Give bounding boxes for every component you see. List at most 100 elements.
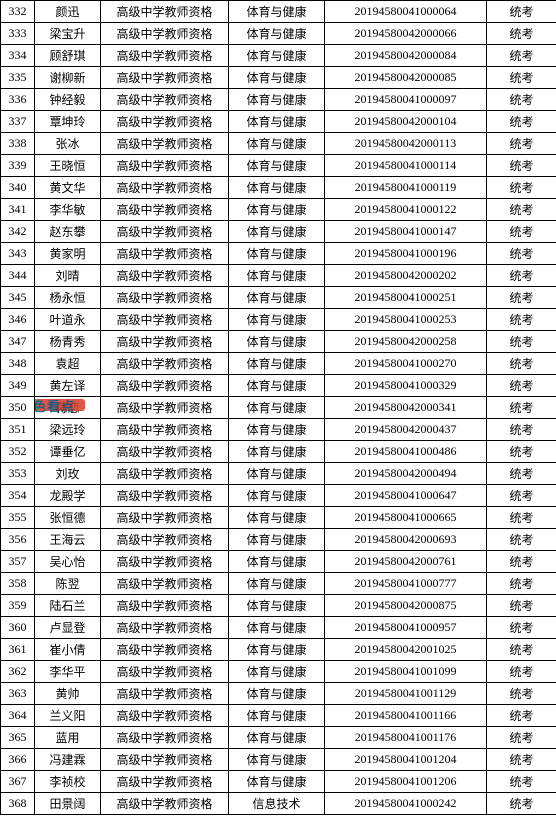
exam-type-cell: 统考: [487, 177, 556, 199]
name-cell: 刘玫: [35, 463, 101, 485]
qualification-cell: 高级中学教师资格: [101, 639, 229, 661]
table-row: 339王晓恒高级中学教师资格体育与健康20194580041000114统考: [1, 155, 556, 177]
subject-cell: 体育与健康: [229, 309, 325, 331]
name-cell: 龙殿学: [35, 485, 101, 507]
qualification-cell: 高级中学教师资格: [101, 243, 229, 265]
table-row: 367李祯校高级中学教师资格体育与健康20194580041001206统考: [1, 771, 556, 793]
qualification-cell: 高级中学教师资格: [101, 793, 229, 815]
row-index: 340: [1, 177, 35, 199]
table-row: 349黄左译高级中学教师资格体育与健康20194580041000329统考: [1, 375, 556, 397]
certificate-number-cell: 20194580042000693: [325, 529, 487, 551]
certificate-number-cell: 20194580042000202: [325, 265, 487, 287]
name-cell: 田景阔: [35, 793, 101, 815]
name-cell: 颜迅: [35, 1, 101, 23]
name-cell: 冯建霖: [35, 749, 101, 771]
subject-cell: 体育与健康: [229, 155, 325, 177]
table-row: 332颜迅高级中学教师资格体育与健康20194580041000064统考: [1, 1, 556, 23]
name-cell: 覃坤玲: [35, 111, 101, 133]
table-row: 352谭垂亿高级中学教师资格体育与健康20194580041000486统考: [1, 441, 556, 463]
exam-type-cell: 统考: [487, 309, 556, 331]
qualification-cell: 高级中学教师资格: [101, 353, 229, 375]
table-row: 351梁远玲高级中学教师资格体育与健康20194580042000437统考: [1, 419, 556, 441]
name-cell: 谢柳新: [35, 67, 101, 89]
qualification-cell: 高级中学教师资格: [101, 1, 229, 23]
row-index: 336: [1, 89, 35, 111]
name-cell: 钟经毅: [35, 89, 101, 111]
subject-cell: 体育与健康: [229, 529, 325, 551]
row-index: 354: [1, 485, 35, 507]
certificate-number-cell: 20194580041001206: [325, 771, 487, 793]
certificate-number-cell: 20194580041001166: [325, 705, 487, 727]
subject-cell: 体育与健康: [229, 573, 325, 595]
qualification-cell: 高级中学教师资格: [101, 529, 229, 551]
name-cell: 顾舒琪: [35, 45, 101, 67]
table-row: 364兰义阳高级中学教师资格体育与健康20194580041001166统考: [1, 705, 556, 727]
name-cell: 吴心怡: [35, 551, 101, 573]
subject-cell: 体育与健康: [229, 89, 325, 111]
certificate-number-cell: 20194580041001129: [325, 683, 487, 705]
name-cell: 李祯校: [35, 771, 101, 793]
name-cell: 王晓恒: [35, 155, 101, 177]
row-index: 365: [1, 727, 35, 749]
table-row: 361崔小倩高级中学教师资格体育与健康20194580042001025统考: [1, 639, 556, 661]
qualification-cell: 高级中学教师资格: [101, 617, 229, 639]
qualification-cell: 高级中学教师资格: [101, 749, 229, 771]
exam-type-cell: 统考: [487, 683, 556, 705]
certificate-number-cell: 20194580041000114: [325, 155, 487, 177]
subject-cell: 体育与健康: [229, 331, 325, 353]
name-cell: 杨永恒: [35, 287, 101, 309]
exam-type-cell: 统考: [487, 441, 556, 463]
row-index: 349: [1, 375, 35, 397]
exam-type-cell: 统考: [487, 595, 556, 617]
subject-cell: 体育与健康: [229, 749, 325, 771]
subject-cell: 体育与健康: [229, 595, 325, 617]
table-row: 343黄家明高级中学教师资格体育与健康20194580041000196统考: [1, 243, 556, 265]
exam-type-cell: 统考: [487, 529, 556, 551]
row-index: 355: [1, 507, 35, 529]
name-cell: 张冰: [35, 133, 101, 155]
qualification-cell: 高级中学教师资格: [101, 375, 229, 397]
table-row: 350蒋恋百色看点高级中学教师资格体育与健康20194580042000341统…: [1, 397, 556, 419]
qualification-cell: 高级中学教师资格: [101, 155, 229, 177]
subject-cell: 体育与健康: [229, 463, 325, 485]
name-cell: 黄帅: [35, 683, 101, 705]
row-index: 333: [1, 23, 35, 45]
row-index: 368: [1, 793, 35, 815]
subject-cell: 体育与健康: [229, 507, 325, 529]
exam-type-cell: 统考: [487, 353, 556, 375]
row-index: 344: [1, 265, 35, 287]
row-index: 334: [1, 45, 35, 67]
certificate-number-cell: 20194580042000875: [325, 595, 487, 617]
name-cell: 崔小倩: [35, 639, 101, 661]
qualification-cell: 高级中学教师资格: [101, 419, 229, 441]
subject-cell: 体育与健康: [229, 441, 325, 463]
certificate-number-cell: 20194580041001204: [325, 749, 487, 771]
subject-cell: 体育与健康: [229, 727, 325, 749]
qualification-cell: 高级中学教师资格: [101, 705, 229, 727]
certificate-number-cell: 20194580042000104: [325, 111, 487, 133]
table-row: 353刘玫高级中学教师资格体育与健康20194580042000494统考: [1, 463, 556, 485]
subject-cell: 体育与健康: [229, 705, 325, 727]
table-row: 365蓝用高级中学教师资格体育与健康20194580041001176统考: [1, 727, 556, 749]
qualification-cell: 高级中学教师资格: [101, 23, 229, 45]
exam-type-cell: 统考: [487, 793, 556, 815]
row-index: 342: [1, 221, 35, 243]
subject-cell: 体育与健康: [229, 133, 325, 155]
row-index: 356: [1, 529, 35, 551]
qualification-cell: 高级中学教师资格: [101, 573, 229, 595]
subject-cell: 体育与健康: [229, 375, 325, 397]
exam-type-cell: 统考: [487, 23, 556, 45]
subject-cell: 体育与健康: [229, 397, 325, 419]
teacher-cert-table: 332颜迅高级中学教师资格体育与健康20194580041000064统考333…: [0, 0, 556, 815]
qualification-cell: 高级中学教师资格: [101, 331, 229, 353]
row-index: 362: [1, 661, 35, 683]
certificate-number-cell: 20194580041001099: [325, 661, 487, 683]
table-row: 358陈翌高级中学教师资格体育与健康20194580041000777统考: [1, 573, 556, 595]
qualification-cell: 高级中学教师资格: [101, 727, 229, 749]
subject-cell: 体育与健康: [229, 67, 325, 89]
qualification-cell: 高级中学教师资格: [101, 265, 229, 287]
subject-cell: 体育与健康: [229, 23, 325, 45]
qualification-cell: 高级中学教师资格: [101, 551, 229, 573]
certificate-number-cell: 20194580041000064: [325, 1, 487, 23]
certificate-number-cell: 20194580041000647: [325, 485, 487, 507]
